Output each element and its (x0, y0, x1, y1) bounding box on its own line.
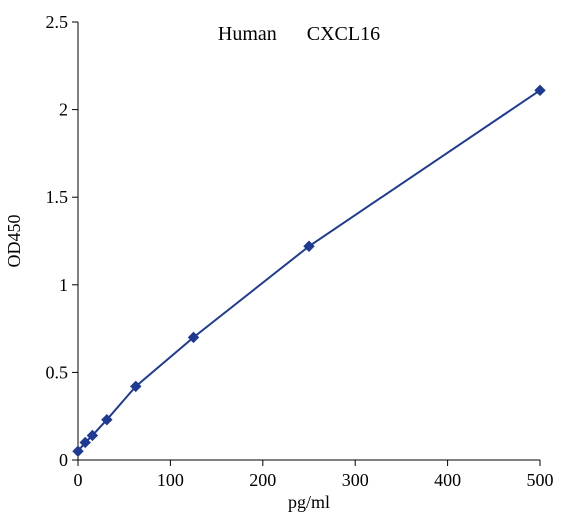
svg-text:HumanCXCL16: HumanCXCL16 (218, 23, 380, 45)
chart-container: 0 100 200 300 400 500 0 0.5 1 1.5 2 2.5 pg/ml OD450 Hu… (0, 0, 563, 529)
x-tick-label: 500 (527, 470, 554, 490)
y-tick-label: 1 (59, 275, 68, 295)
data-line (78, 90, 540, 451)
y-tick-label: 2 (59, 100, 68, 120)
chart-title: HumanCXCL16 (218, 23, 380, 45)
x-tick-label: 100 (157, 470, 184, 490)
chart-svg: 0 100 200 300 400 500 0 0.5 1 1.5 2 2.5 pg/ml OD450 Hu… (0, 0, 563, 529)
x-axis-label: pg/ml (288, 492, 330, 512)
x-tick-label: 0 (74, 470, 83, 490)
y-axis-label: OD450 (4, 215, 24, 268)
y-tick-label: 1.5 (46, 187, 69, 207)
y-tick-label: 2.5 (46, 12, 69, 32)
x-tick-label: 400 (434, 470, 461, 490)
x-tick-label: 200 (249, 470, 276, 490)
x-tick-label: 300 (342, 470, 369, 490)
y-tick-label: 0 (59, 450, 68, 470)
y-tick-label: 0.5 (46, 362, 69, 382)
